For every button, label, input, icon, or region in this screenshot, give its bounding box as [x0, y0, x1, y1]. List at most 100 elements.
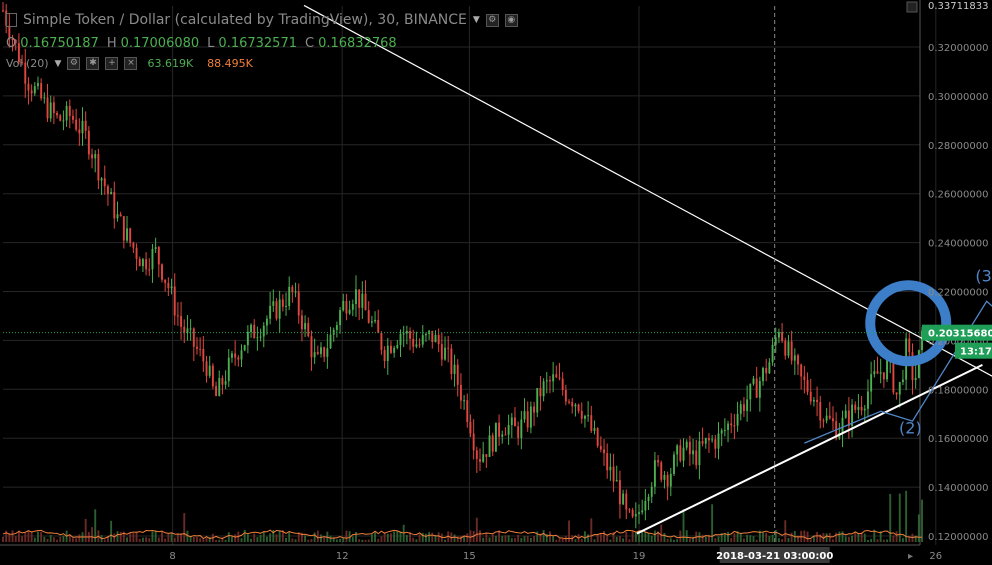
time-axis[interactable]: 81215192629Apr2018-03-21 03:00:00▸: [169, 547, 992, 563]
chart-title[interactable]: Simple Token / Dollar (calculated by Tra…: [23, 12, 467, 28]
plus-icon[interactable]: +: [105, 57, 119, 70]
volume-bar: [809, 539, 812, 542]
candle-body: [657, 460, 660, 463]
volume-bar: [329, 535, 332, 542]
eye-icon[interactable]: ◉: [504, 13, 518, 27]
volume-bar: [234, 534, 237, 542]
candle-body: [606, 453, 609, 471]
volume-bar: [183, 513, 186, 542]
volume-bar: [816, 531, 819, 542]
gear-icon[interactable]: ✱: [86, 57, 100, 70]
volume-bar: [882, 539, 885, 542]
volume-bar: [742, 538, 745, 542]
candle-body: [81, 120, 84, 134]
price-axis[interactable]: 0.32000000 0.30000000 0.28000000 0.26000000…: [906, 1, 992, 543]
candle-body: [895, 392, 898, 395]
candle-body: [758, 381, 761, 398]
candle-body: [440, 344, 443, 360]
candle-body: [549, 380, 551, 382]
candle-body: [854, 404, 857, 410]
volume-bar: [56, 539, 59, 542]
volume-bar: [819, 534, 822, 542]
candle-body: [339, 310, 342, 326]
candle-body: [294, 291, 297, 293]
volume-bar: [733, 533, 736, 542]
volume-bar: [752, 536, 755, 542]
candle-body: [348, 309, 351, 314]
candle-body: [37, 83, 39, 87]
candle-body: [682, 447, 685, 461]
candle-body: [380, 332, 383, 350]
volume-bar: [180, 533, 183, 542]
candle-body: [437, 334, 440, 345]
candle-body: [173, 286, 176, 316]
candle-body: [129, 228, 132, 243]
volume-bar: [116, 531, 119, 542]
candle-body: [358, 289, 361, 308]
candle-body: [714, 439, 717, 449]
candle-body: [501, 434, 504, 437]
candle-body: [103, 178, 106, 187]
low-label: L: [207, 36, 215, 51]
candle-body: [135, 247, 138, 259]
collapse-icon[interactable]: [906, 1, 918, 13]
candle-body: [911, 352, 914, 381]
low-value: 0.16732571: [218, 36, 297, 51]
volume-bar: [526, 535, 529, 542]
price-tick-label: 0.12000000: [928, 532, 988, 543]
close-icon[interactable]: ×: [124, 57, 138, 70]
volume-bar: [272, 530, 275, 542]
time-tick-label: 15: [463, 551, 476, 562]
ohlc-row: O 0.16750187 H 0.17006080 L 0.16732571 C 0.1…: [6, 36, 401, 51]
candle-body: [514, 417, 516, 427]
volume-bar: [291, 538, 294, 542]
candle-body: [453, 364, 456, 374]
candle-body: [78, 129, 81, 134]
volume-bar: [415, 539, 418, 542]
candle-body: [520, 419, 523, 438]
candle-body: [132, 242, 135, 248]
candle-body: [685, 441, 688, 448]
candle-body: [666, 474, 669, 487]
settings-icon[interactable]: ⚙: [485, 13, 499, 27]
volume-bar: [708, 534, 710, 542]
candle-body: [790, 341, 793, 361]
volume-label[interactable]: Vol (20): [6, 57, 49, 70]
volume-bar: [596, 533, 599, 542]
volume-bar: [450, 532, 453, 542]
chevron-down-icon[interactable]: ▼: [472, 15, 480, 25]
volume-bar: [762, 532, 764, 542]
candle-body: [24, 62, 27, 84]
wave-label: (3): [975, 267, 992, 286]
scroll-right-icon[interactable]: ▸: [908, 551, 913, 562]
candle-body: [708, 438, 710, 441]
candle-body: [634, 514, 637, 517]
candle-body: [434, 334, 437, 343]
settings-icon[interactable]: ⚙: [67, 57, 81, 70]
candle-body: [278, 299, 281, 319]
volume-bar: [370, 534, 373, 542]
volume-bar: [240, 538, 243, 542]
volume-bar: [202, 539, 205, 542]
volume-bar: [529, 537, 532, 542]
candle-body: [723, 429, 726, 431]
volume-bar: [835, 532, 838, 542]
volume-bar: [304, 535, 307, 542]
volume-bar: [501, 535, 504, 542]
candle-body: [310, 336, 313, 358]
volume-bar: [479, 530, 481, 542]
volume-bar: [167, 533, 170, 542]
chevron-down-icon[interactable]: ▼: [54, 58, 62, 69]
volume-bar: [510, 538, 513, 542]
candle-body: [91, 154, 93, 159]
volume-bar: [424, 533, 427, 542]
volume-bar: [192, 536, 195, 542]
volume-bar: [860, 532, 863, 542]
volume-bar: [876, 539, 879, 542]
volume-bar: [386, 533, 389, 542]
candle-body: [122, 216, 125, 241]
candle-body: [612, 466, 615, 482]
volume-bar: [17, 530, 20, 542]
candle-body: [323, 347, 326, 357]
